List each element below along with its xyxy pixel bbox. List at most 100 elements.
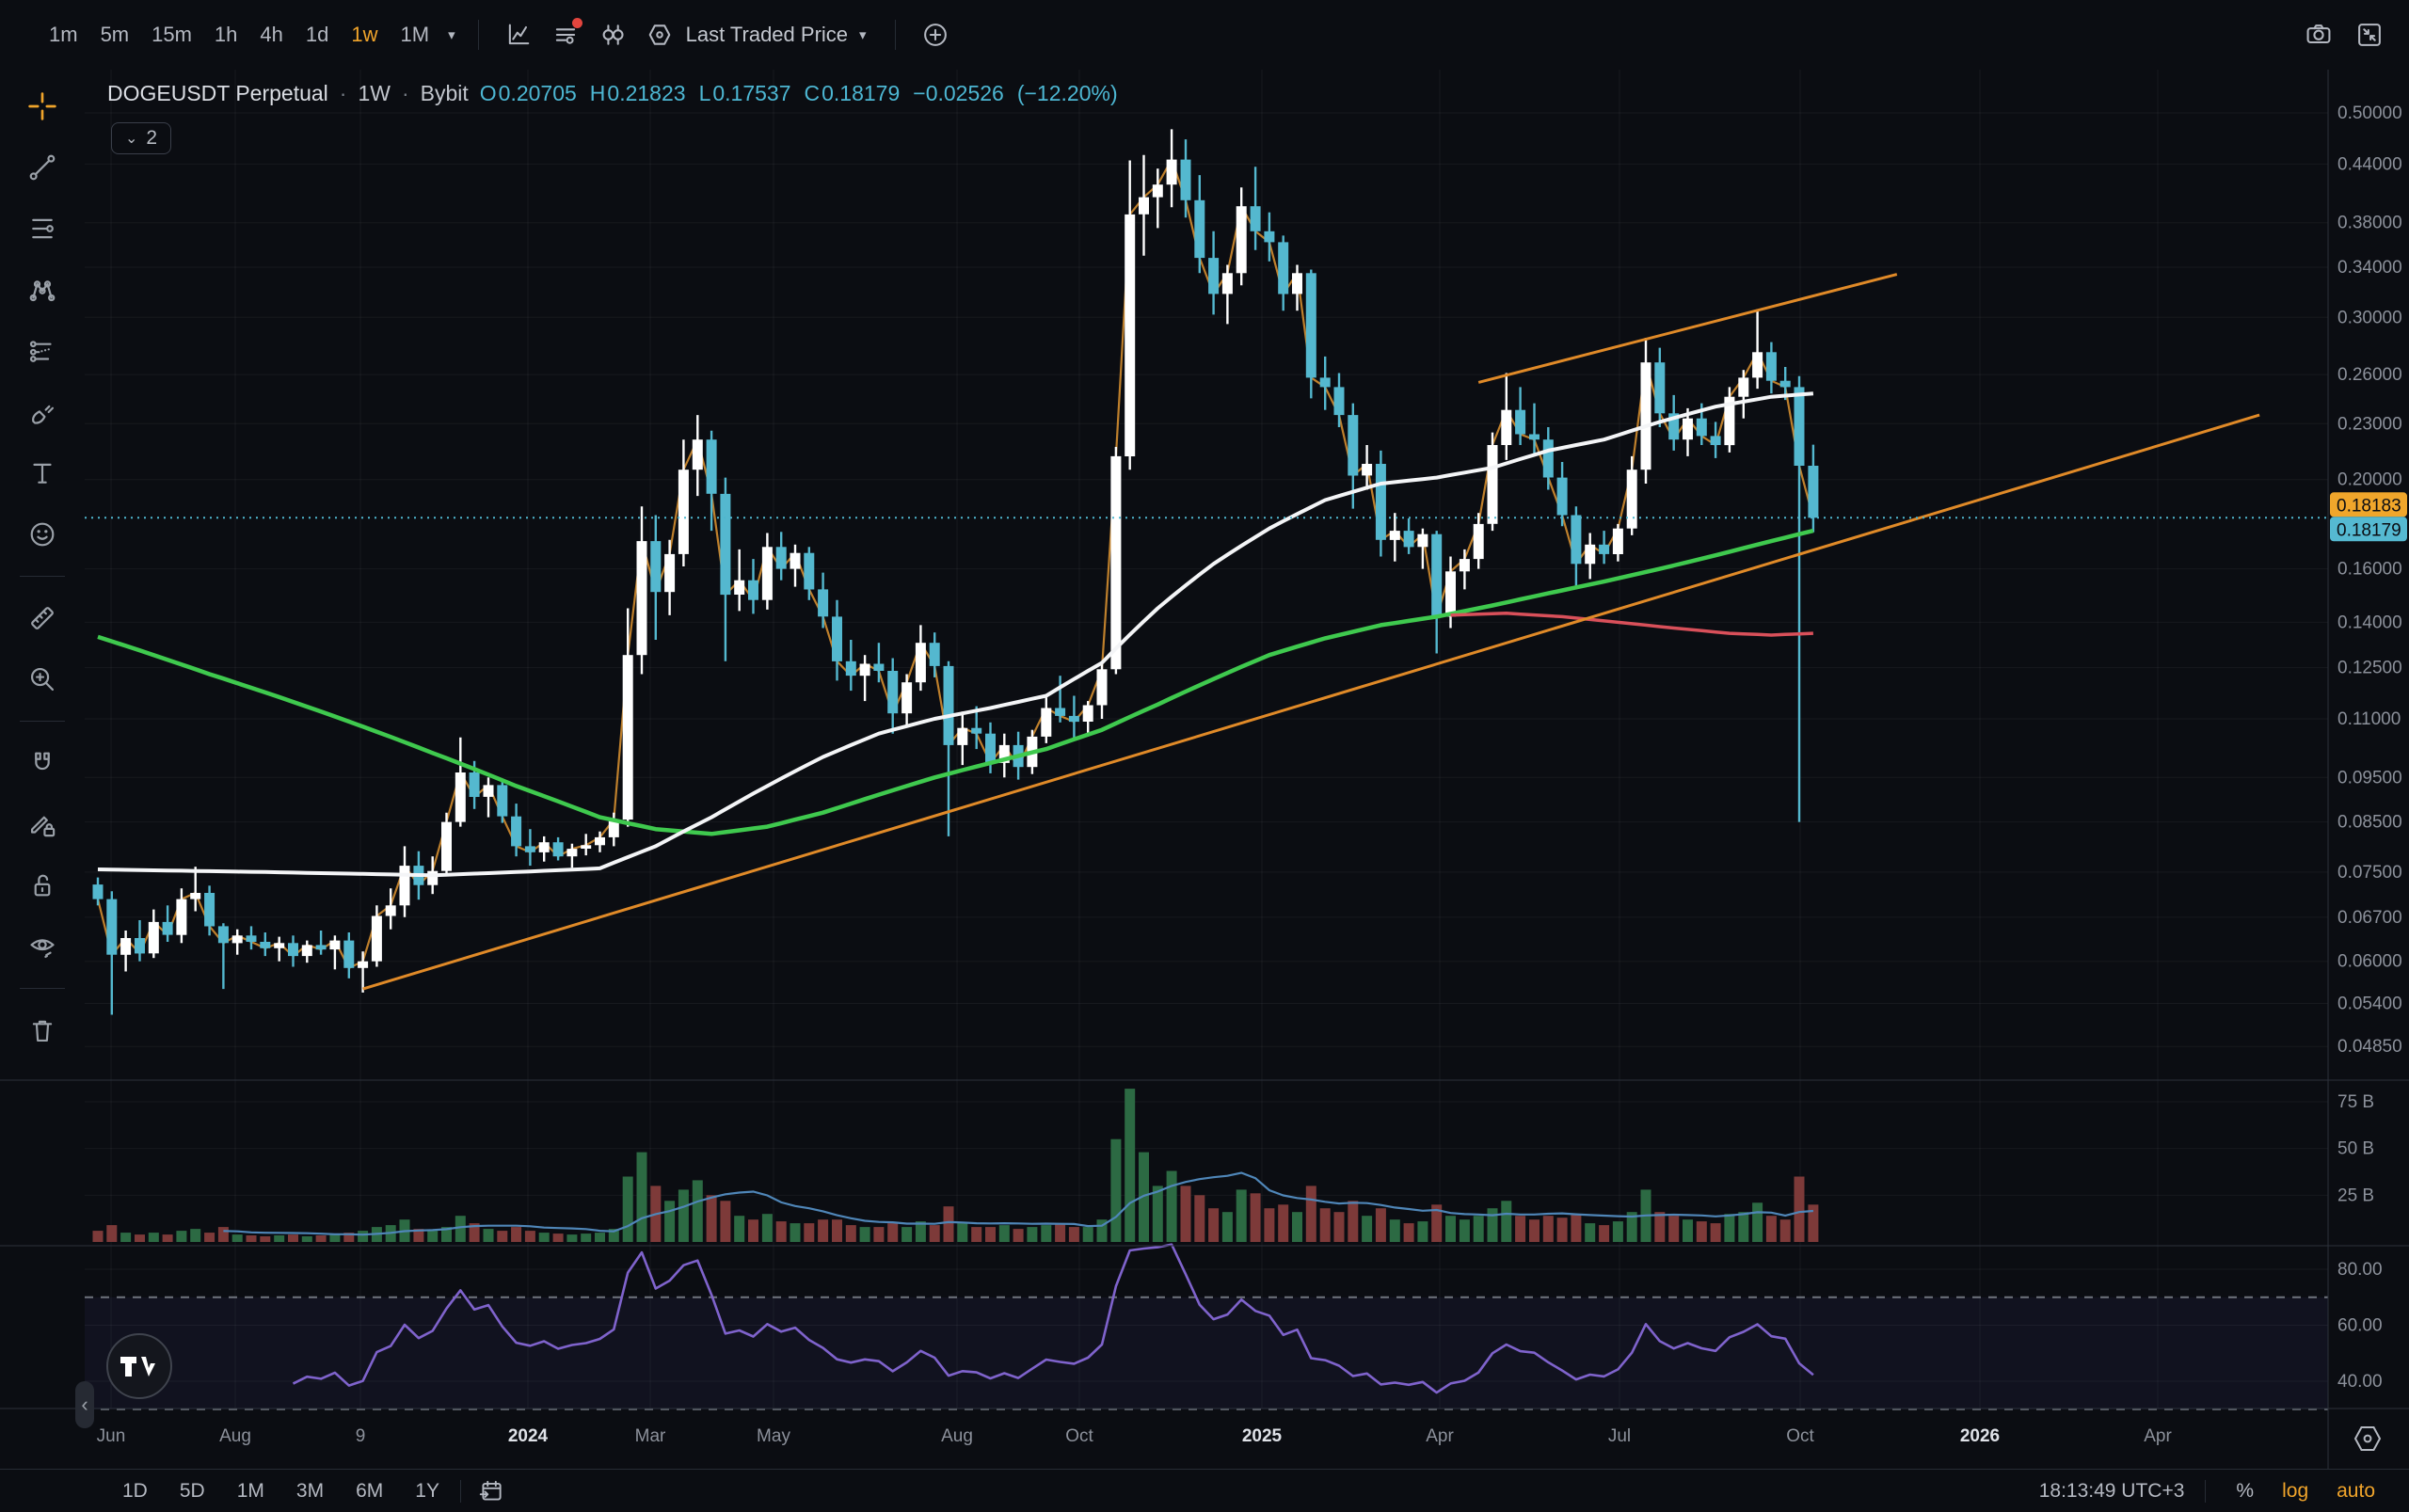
hide-drawings-tool[interactable] bbox=[21, 925, 64, 968]
range-6M[interactable]: 6M bbox=[356, 1479, 384, 1502]
toolbar-divider bbox=[20, 721, 65, 722]
svg-text:0.18183: 0.18183 bbox=[2337, 496, 2401, 516]
svg-text:9: 9 bbox=[356, 1426, 366, 1446]
toolbar-collapse-handle[interactable]: ‹ bbox=[75, 1381, 94, 1428]
change-value: −0.02526 bbox=[913, 81, 1004, 105]
legend-collapse-button[interactable]: ⌄ 2 bbox=[111, 122, 172, 154]
text-tool[interactable] bbox=[21, 452, 64, 495]
lock-all-drawings-tool[interactable] bbox=[21, 864, 64, 907]
emoji-tool[interactable] bbox=[21, 513, 64, 556]
collapse-icon[interactable] bbox=[2349, 14, 2390, 56]
legend-interval[interactable]: 1W bbox=[358, 81, 391, 105]
open-label: O bbox=[479, 81, 497, 105]
timeframe-15m[interactable]: 15m bbox=[152, 23, 192, 46]
drawing-mode-lock-tool[interactable] bbox=[21, 803, 64, 846]
close-price-line bbox=[96, 156, 1814, 970]
measure-tool[interactable] bbox=[21, 597, 64, 640]
svg-text:0.20000: 0.20000 bbox=[2337, 470, 2402, 490]
timeframe-1M[interactable]: 1M bbox=[400, 23, 430, 46]
svg-text:0.04850: 0.04850 bbox=[2337, 1037, 2402, 1057]
grid bbox=[85, 70, 2328, 1409]
add-button[interactable] bbox=[915, 14, 956, 56]
projection-tool[interactable] bbox=[21, 329, 64, 373]
svg-text:0.16000: 0.16000 bbox=[2337, 560, 2402, 580]
svg-text:2024: 2024 bbox=[508, 1426, 549, 1446]
indicator-count: 2 bbox=[146, 127, 158, 149]
svg-text:2025: 2025 bbox=[1242, 1426, 1283, 1446]
legend-separator: · bbox=[401, 81, 409, 105]
trend-line-tool[interactable] bbox=[21, 146, 64, 189]
trendline-drawing[interactable] bbox=[1477, 273, 1898, 384]
xabcd-pattern-tool[interactable] bbox=[21, 268, 64, 311]
svg-text:0.12500: 0.12500 bbox=[2337, 659, 2402, 678]
go-to-date-button[interactable] bbox=[472, 1474, 510, 1508]
ma-green-line bbox=[97, 528, 1814, 836]
price-mode-dropdown[interactable]: Last Traded Price ▾ bbox=[686, 23, 870, 47]
volume-ma-line bbox=[223, 1171, 1813, 1236]
price-axis[interactable]: 0.50000 0.44000 0.38000 0.34000 0.30000 0.260… bbox=[2337, 103, 2402, 1392]
tradingview-logo[interactable] bbox=[106, 1333, 172, 1399]
svg-text:0.05400: 0.05400 bbox=[2337, 995, 2402, 1014]
price-mode-icon[interactable] bbox=[639, 14, 680, 56]
change-percent: (−12.20%) bbox=[1016, 81, 1118, 105]
time-axis[interactable]: Jun Aug 9 2024 Mar May Aug Oct 2025 Apr Jul Oct 2026… bbox=[97, 1426, 2173, 1446]
auto-scale-button[interactable]: auto bbox=[2337, 1479, 2375, 1502]
compare-icon[interactable] bbox=[592, 14, 633, 56]
svg-text:0.07500: 0.07500 bbox=[2337, 863, 2402, 883]
chart-style-icon[interactable] bbox=[498, 14, 539, 56]
indicators-icon[interactable] bbox=[545, 14, 586, 56]
chart-area[interactable]: 0.50000 0.44000 0.38000 0.34000 0.30000 0.260… bbox=[0, 70, 2409, 1470]
remove-drawings-tool[interactable] bbox=[21, 1009, 64, 1052]
bottombar-right-group: 18:13:49 UTC+3 % log auto bbox=[2038, 1479, 2385, 1503]
timeframe-1h[interactable]: 1h bbox=[214, 23, 238, 46]
price-label-orange: 0.18183 bbox=[2330, 492, 2407, 517]
ma-white-line bbox=[97, 391, 1814, 878]
svg-text:0.50000: 0.50000 bbox=[2337, 103, 2402, 123]
volume-bars bbox=[92, 1089, 1819, 1242]
crosshair-tool[interactable] bbox=[21, 85, 64, 128]
timeframe-1w[interactable]: 1w bbox=[351, 23, 378, 46]
svg-text:0.06000: 0.06000 bbox=[2337, 952, 2402, 972]
percent-scale-button[interactable]: % bbox=[2236, 1479, 2255, 1502]
drawing-toolbar bbox=[0, 70, 85, 1470]
rsi-band bbox=[85, 1297, 2328, 1409]
svg-text:75 B: 75 B bbox=[2337, 1092, 2374, 1112]
topbar-right-group bbox=[2298, 14, 2390, 56]
fib-retracement-tool[interactable] bbox=[21, 207, 64, 250]
toolbar-divider bbox=[2205, 1479, 2207, 1503]
svg-text:40.00: 40.00 bbox=[2337, 1372, 2383, 1392]
clock[interactable]: 18:13:49 UTC+3 bbox=[2038, 1479, 2185, 1502]
svg-text:60.00: 60.00 bbox=[2337, 1316, 2383, 1336]
range-5D[interactable]: 5D bbox=[179, 1479, 205, 1502]
legend-separator: · bbox=[339, 81, 347, 105]
magnet-tool[interactable] bbox=[21, 741, 64, 785]
camera-icon[interactable] bbox=[2298, 14, 2339, 56]
timeframe-1d[interactable]: 1d bbox=[305, 23, 329, 46]
high-value: 0.21823 bbox=[607, 81, 686, 105]
svg-text:0.09500: 0.09500 bbox=[2337, 768, 2402, 788]
svg-text:0.30000: 0.30000 bbox=[2337, 308, 2402, 327]
range-1Y[interactable]: 1Y bbox=[415, 1479, 439, 1502]
pane-settings-icon[interactable] bbox=[2353, 1426, 2382, 1451]
toolbar-divider bbox=[20, 576, 65, 577]
price-mode-label: Last Traded Price bbox=[685, 23, 849, 46]
zoom-in-tool[interactable] bbox=[21, 658, 64, 701]
range-3M[interactable]: 3M bbox=[295, 1479, 325, 1502]
svg-text:0.23000: 0.23000 bbox=[2337, 414, 2402, 434]
brush-tool[interactable] bbox=[21, 390, 64, 434]
timeframe-5m[interactable]: 5m bbox=[100, 23, 130, 46]
symbol-legend: DOGEUSDT Perpetual · 1W · Bybit O 0.20705… bbox=[107, 81, 1118, 106]
svg-text:Mar: Mar bbox=[635, 1426, 666, 1446]
timeframe-1m[interactable]: 1m bbox=[49, 23, 78, 46]
log-scale-button[interactable]: log bbox=[2282, 1479, 2309, 1502]
symbol-name[interactable]: DOGEUSDT Perpetual bbox=[107, 81, 328, 105]
svg-text:Jun: Jun bbox=[97, 1426, 126, 1446]
range-1D[interactable]: 1D bbox=[122, 1479, 148, 1502]
trendline-drawing[interactable] bbox=[362, 413, 2260, 991]
ma-red-line bbox=[1450, 612, 1813, 637]
price-label-cyan: 0.18179 bbox=[2330, 517, 2407, 542]
timeframe-dropdown-caret[interactable]: ▾ bbox=[448, 27, 455, 43]
timeframe-4h[interactable]: 4h bbox=[260, 23, 283, 46]
range-1M[interactable]: 1M bbox=[236, 1479, 264, 1502]
